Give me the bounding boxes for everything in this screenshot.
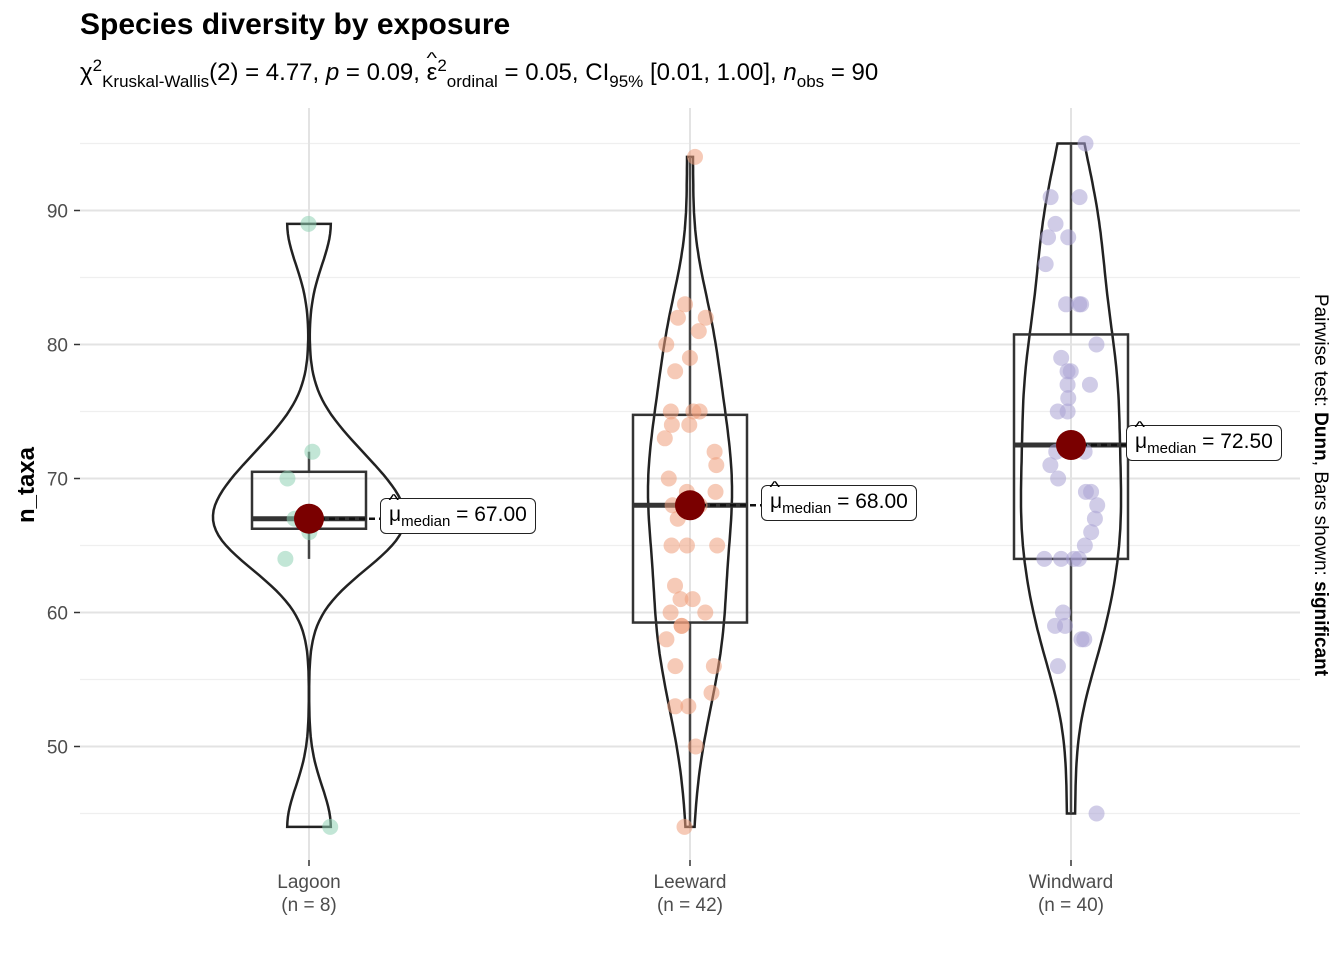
data-point <box>1062 363 1079 380</box>
median-label-lagoon: μmedian = 67.00 <box>380 498 536 534</box>
data-point <box>687 738 704 755</box>
data-point <box>1049 658 1066 675</box>
x-tick-label: (n = 42) <box>657 895 723 916</box>
data-point <box>663 416 680 433</box>
data-point <box>1049 403 1066 420</box>
data-point <box>1059 376 1076 393</box>
median-point-windward <box>1056 430 1086 460</box>
y-axis-label: n_taxa <box>13 446 40 524</box>
data-point <box>660 470 677 487</box>
data-point <box>658 631 675 648</box>
data-point <box>697 604 714 621</box>
data-point <box>1086 510 1103 527</box>
chart-title: Species diversity by exposure <box>80 8 511 41</box>
data-point <box>1053 349 1070 366</box>
data-point <box>687 148 704 165</box>
data-point <box>279 470 296 487</box>
x-tick-label: Lagoon <box>277 872 340 893</box>
data-point <box>672 591 689 608</box>
data-point <box>1071 189 1088 206</box>
data-point <box>1083 483 1100 500</box>
data-point <box>697 309 714 326</box>
data-point <box>703 684 720 701</box>
data-point <box>1060 390 1077 407</box>
x-tick-label: Leeward <box>654 872 727 893</box>
data-point <box>1037 256 1054 273</box>
median-label-leeward: μmedian = 68.00 <box>761 485 917 521</box>
data-point <box>1050 470 1067 487</box>
data-point <box>1083 524 1100 541</box>
data-point <box>1088 336 1105 353</box>
data-point <box>667 658 684 675</box>
median-points <box>294 430 1126 534</box>
data-point <box>1077 135 1094 152</box>
data-point <box>667 577 684 594</box>
median-label-windward: μmedian = 72.50 <box>1126 425 1282 461</box>
data-point <box>658 336 675 353</box>
data-point <box>1057 617 1074 634</box>
median-point-leeward <box>675 490 705 521</box>
data-point <box>1042 457 1059 474</box>
data-point <box>705 658 722 675</box>
data-point <box>662 604 679 621</box>
data-point <box>667 698 684 715</box>
data-point <box>1088 805 1105 822</box>
data-point <box>709 537 726 554</box>
x-tick-label: (n = 40) <box>1038 895 1104 916</box>
data-point <box>656 430 673 447</box>
data-point <box>1040 229 1057 246</box>
data-point <box>684 591 701 608</box>
y-tick-label: 60 <box>47 604 68 625</box>
data-point <box>706 443 723 460</box>
y-tick-label: 80 <box>47 336 68 357</box>
data-points <box>277 135 1106 835</box>
data-point <box>708 457 725 474</box>
violins <box>211 142 1123 829</box>
x-tick-label: (n = 8) <box>281 895 336 916</box>
data-point <box>667 363 684 380</box>
data-point <box>707 483 724 500</box>
pairwise-caption: Pairwise test: Dunn, Bars shown: signifi… <box>1310 293 1331 677</box>
data-point <box>690 323 707 340</box>
data-point <box>1076 631 1093 648</box>
data-point <box>681 349 698 366</box>
data-point <box>304 443 321 460</box>
data-point <box>676 818 693 835</box>
data-point <box>680 698 697 715</box>
y-tick-label: 70 <box>47 470 68 491</box>
data-point <box>1071 296 1088 313</box>
axes: 50 60 70 80 90 Lagoon(n = 8) Leeward(n = 42) Wi… <box>47 202 1113 917</box>
data-point <box>1076 537 1093 554</box>
data-point <box>669 309 686 326</box>
data-point <box>662 403 679 420</box>
data-point <box>1081 376 1098 393</box>
y-tick-label: 50 <box>47 738 68 759</box>
data-point <box>663 537 680 554</box>
data-point <box>1060 229 1077 246</box>
data-point <box>678 537 695 554</box>
data-point <box>1042 189 1059 206</box>
data-point <box>677 296 694 313</box>
data-point <box>1053 550 1070 567</box>
data-point <box>673 617 690 634</box>
violin-windward <box>1019 142 1123 815</box>
violin-lagoon <box>211 222 407 829</box>
y-tick-label: 90 <box>47 202 68 223</box>
median-point-lagoon <box>294 503 324 534</box>
data-point <box>1066 550 1083 567</box>
data-point <box>1058 296 1075 313</box>
data-point <box>681 416 698 433</box>
violin-leeward <box>646 155 734 829</box>
data-point <box>322 818 339 835</box>
data-point <box>685 403 702 420</box>
data-point <box>1047 215 1064 232</box>
data-point <box>1036 550 1053 567</box>
data-point <box>1089 497 1106 514</box>
chart-subtitle: χ2Kruskal-Wallis(2) = 4.77, p = 0.09, ε2… <box>80 54 878 92</box>
data-point <box>1055 604 1072 621</box>
x-tick-label: Windward <box>1029 872 1113 893</box>
data-point <box>300 215 317 232</box>
data-point <box>277 550 294 567</box>
